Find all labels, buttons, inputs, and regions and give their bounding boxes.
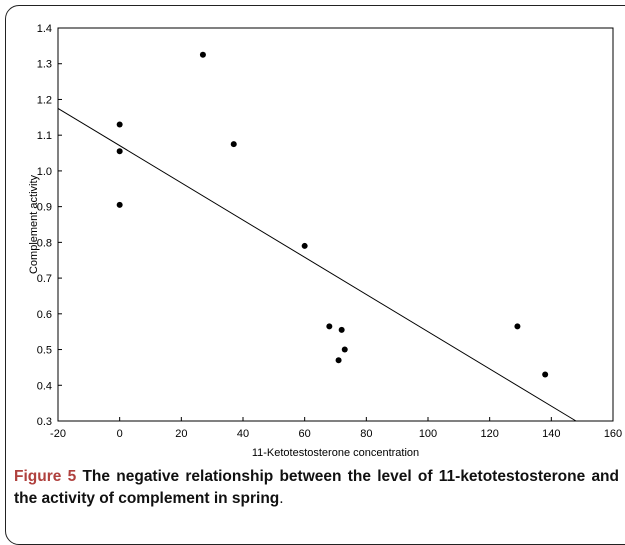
data-point: [514, 323, 521, 330]
x-tick-label: 160: [604, 428, 622, 440]
y-axis: 0.3 0.4 0.5 0.6 0.7 0.8 0.9 1.0 1.1 1.2 1.3 1.4: [37, 23, 62, 428]
data-point: [326, 323, 333, 330]
x-tick-label: 120: [480, 428, 498, 440]
y-tick-label: 0.9: [37, 202, 52, 214]
x-axis: -20 0 20 40 60 80 100 120 140 160: [50, 417, 622, 440]
x-tick-label: 40: [237, 428, 249, 440]
y-tick-label: 0.7: [37, 273, 52, 285]
data-point: [116, 121, 123, 128]
data-point: [335, 357, 342, 364]
data-point: [199, 51, 206, 58]
plot-area: [57, 27, 614, 422]
data-point: [116, 148, 123, 155]
x-axis-label: 11-Ketotestosterone concentration: [252, 447, 419, 459]
data-point: [230, 141, 237, 148]
y-tick-label: 0.3: [37, 416, 52, 428]
y-tick-label: 1.4: [37, 23, 52, 35]
x-tick-label: 80: [360, 428, 372, 440]
data-point: [116, 201, 123, 208]
data-point: [301, 242, 308, 249]
x-tick-label: -20: [50, 428, 66, 440]
data-point: [338, 326, 345, 333]
y-tick-label: 1.3: [37, 59, 52, 71]
data-point: [542, 371, 549, 378]
caption-text: The negative relationship between the le…: [14, 468, 619, 507]
y-tick-label: 0.8: [37, 237, 52, 249]
data-points: [116, 51, 549, 378]
x-tick-label: 100: [419, 428, 437, 440]
figure-caption: Figure 5 The negative relationship betwe…: [14, 466, 619, 510]
x-tick-label: 20: [175, 428, 187, 440]
y-tick-label: 0.5: [37, 345, 52, 357]
x-tick-label: 0: [117, 428, 123, 440]
y-tick-label: 0.4: [37, 380, 52, 392]
trend-line: [57, 107, 577, 422]
y-tick-label: 0.6: [37, 309, 52, 321]
data-point: [341, 346, 348, 353]
x-tick-label: 60: [299, 428, 311, 440]
caption-label: Figure 5: [14, 468, 77, 485]
y-tick-label: 1.1: [37, 130, 52, 142]
x-tick-label: 140: [542, 428, 560, 440]
y-tick-label: 1.0: [37, 166, 52, 178]
scatter-chart: -20 0 20 40 60 80 100 120 140 160 0.3 0.4 0.5 0.6 0.7…: [28, 23, 622, 459]
y-axis-label: Complement activity: [28, 174, 40, 274]
y-tick-label: 1.2: [37, 94, 52, 106]
caption-period: .: [279, 490, 284, 507]
